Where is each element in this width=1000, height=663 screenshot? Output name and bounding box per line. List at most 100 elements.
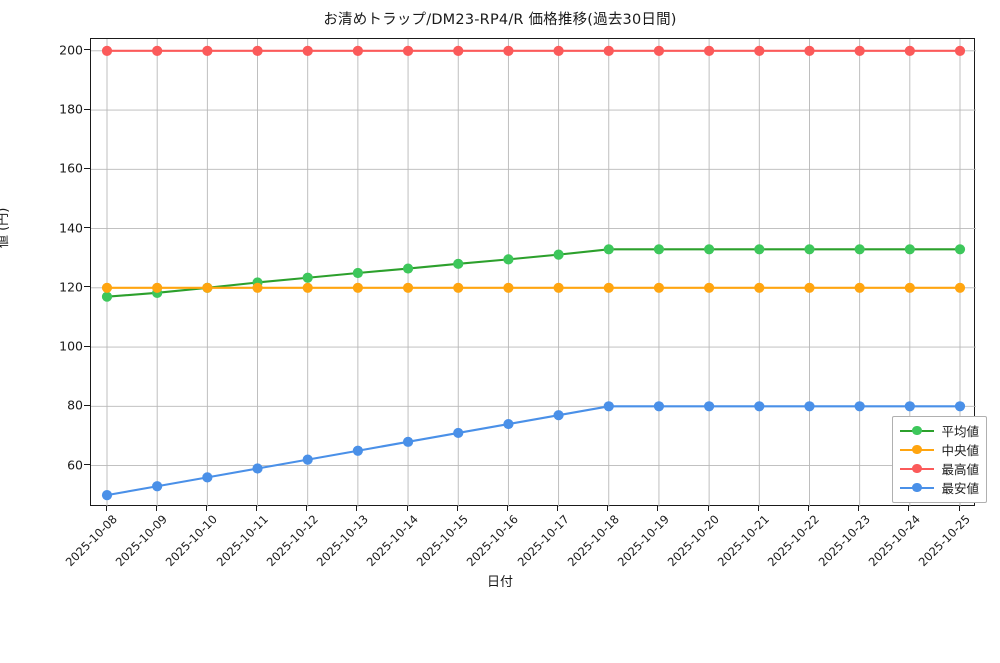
data-point (854, 45, 865, 56)
data-point (904, 244, 915, 255)
y-axis-ticks: 60 80 100 120 140 160 180 200 (0, 38, 1000, 506)
chart-figure: お清めトラップ/DM23-RP4/R 価格推移(過去30日間) 値 (円) 60… (0, 12, 1000, 590)
data-point (152, 45, 163, 56)
y-tick-mark (84, 167, 90, 169)
x-tick-mark (406, 506, 408, 511)
data-point (754, 45, 765, 56)
data-point (553, 282, 564, 293)
data-point (904, 45, 915, 56)
x-tick-mark (205, 506, 207, 511)
data-point (954, 282, 966, 293)
x-tick-mark (356, 506, 358, 511)
data-point (954, 244, 966, 255)
data-point (202, 282, 213, 293)
x-tick-mark (958, 506, 960, 511)
legend-item-2[interactable]: 最高値 (900, 459, 979, 478)
data-point (954, 45, 966, 56)
data-point (352, 282, 363, 293)
x-tick-mark (858, 506, 860, 511)
plot-area (90, 38, 976, 507)
y-tick-label: 120 (59, 279, 83, 295)
data-point (352, 445, 363, 456)
data-point (754, 282, 765, 293)
data-point (352, 45, 363, 56)
data-point (954, 401, 966, 412)
y-tick-mark (84, 464, 90, 466)
data-point (653, 45, 665, 56)
x-tick-mark (456, 506, 458, 511)
series-line-3 (105, 405, 962, 497)
x-tick-mark (657, 506, 659, 511)
x-tick-mark (105, 506, 107, 511)
legend-item-1[interactable]: 中央値 (900, 440, 979, 459)
x-tick-mark (256, 506, 258, 511)
data-point (252, 463, 263, 474)
x-tick-mark (506, 506, 508, 511)
data-point (352, 267, 363, 279)
data-point (603, 45, 614, 56)
legend-item-0[interactable]: 平均値 (900, 421, 979, 440)
x-tick-mark (607, 506, 609, 511)
data-point (402, 263, 414, 274)
data-point (553, 45, 564, 56)
x-tick-mark (757, 506, 759, 511)
x-tick-mark (707, 506, 709, 511)
data-point (804, 244, 815, 255)
legend-label: 最高値 (941, 462, 979, 477)
data-point (252, 282, 263, 293)
y-tick-mark (84, 227, 90, 229)
chart-title: お清めトラップ/DM23-RP4/R 価格推移(過去30日間) (323, 12, 677, 28)
data-point (453, 45, 464, 56)
data-point (101, 490, 113, 501)
data-point (653, 244, 665, 255)
y-tick-label: 60 (67, 457, 83, 473)
data-point (704, 282, 715, 293)
data-point (503, 418, 514, 430)
x-tick-mark (557, 506, 559, 511)
data-point (904, 401, 915, 412)
data-point (402, 45, 414, 56)
y-tick-label: 140 (59, 220, 83, 236)
data-point (854, 244, 865, 255)
x-tick-mark (155, 506, 157, 511)
data-point (553, 410, 564, 421)
data-point (302, 282, 313, 293)
data-point (603, 244, 614, 255)
data-point (503, 282, 514, 293)
data-point (704, 401, 715, 412)
series-line-0 (105, 248, 962, 298)
data-point (101, 282, 113, 293)
x-axis-label: 日付 (486, 575, 513, 590)
data-point (804, 45, 815, 56)
data-point (453, 258, 464, 269)
data-point (653, 401, 665, 412)
data-point (854, 282, 865, 293)
data-point (754, 244, 765, 255)
data-point (854, 401, 865, 412)
data-point (302, 272, 313, 283)
y-tick-label: 200 (59, 42, 83, 58)
data-point (503, 45, 514, 56)
data-point (152, 282, 163, 293)
data-point (453, 282, 464, 293)
legend-swatch-icon (900, 462, 935, 476)
x-tick-mark (807, 506, 809, 511)
legend-swatch-icon (900, 443, 935, 457)
data-point (503, 254, 514, 265)
x-axis-ticks: 2025-10-08 2025-10-09 2025-10-10 2025-10-11… (0, 506, 1000, 576)
plot-svg (91, 39, 976, 507)
legend-swatch-icon (900, 424, 935, 438)
legend-label: 平均値 (941, 424, 979, 439)
legend-item-3[interactable]: 最安値 (900, 478, 979, 497)
x-tick-mark (306, 506, 308, 511)
data-point (804, 401, 815, 412)
data-point (453, 427, 464, 439)
data-point (152, 481, 163, 492)
chart-legend: 平均値 中央値最高値最安値 (892, 416, 987, 503)
data-point (904, 282, 915, 293)
data-point (603, 282, 614, 293)
legend-label: 最安値 (941, 481, 979, 496)
y-tick-label: 80 (67, 397, 83, 413)
legend-swatch-icon (900, 481, 935, 495)
data-point (402, 436, 414, 447)
